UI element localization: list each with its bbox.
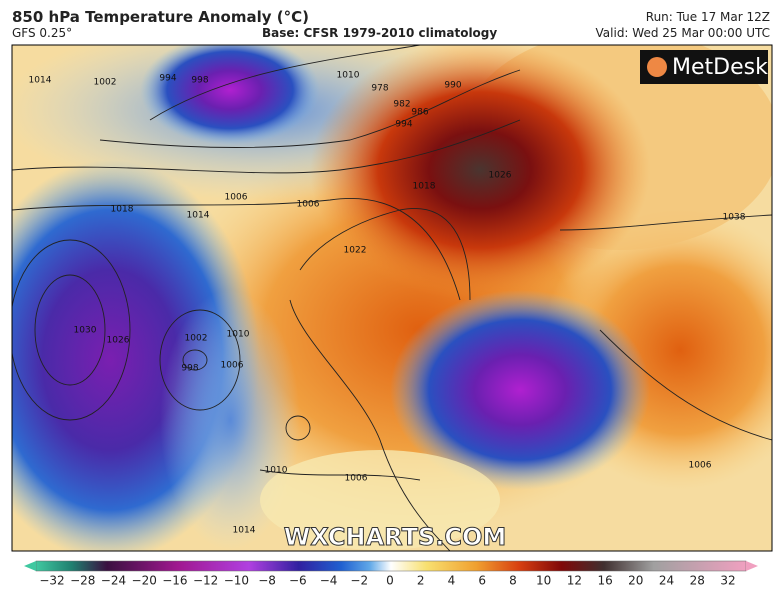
isobar-label: 982 (393, 100, 410, 110)
isobar-label: 1022 (344, 246, 367, 256)
isobar-label: 1002 (94, 78, 117, 88)
colorbar-tick-label: 2 (417, 574, 425, 588)
valid: Valid: Wed 25 Mar 00:00 UTC (595, 26, 770, 40)
isobar-label: 1014 (187, 211, 210, 221)
isobar-label: 1018 (413, 182, 436, 192)
isobar-label: 994 (159, 74, 176, 84)
colorbar-tick-label: 10 (536, 574, 551, 588)
isobar-label: 1006 (345, 474, 368, 484)
base: Base: CFSR 1979-2010 climatology (262, 26, 498, 40)
run: Run: Tue 17 Mar 12Z (645, 10, 770, 24)
isobar-label: 1006 (689, 461, 712, 471)
colorbar-tick-label: −28 (70, 574, 95, 588)
colorbar-tick-label: 12 (567, 574, 582, 588)
isobar-label: 1038 (723, 213, 746, 223)
colorbar-tick-label: −6 (289, 574, 307, 588)
colorbar (35, 560, 747, 572)
map-frame (11, 44, 773, 552)
logo: MetDesk (672, 55, 768, 80)
isobar-label: 1026 (107, 336, 130, 346)
colorbar-tick-label: 16 (597, 574, 612, 588)
model: GFS 0.25° (12, 26, 73, 40)
isobar-label: 994 (395, 120, 412, 130)
isobar-label: 1026 (489, 171, 512, 181)
colorbar-max-arrow (746, 561, 758, 571)
colorbar-tick-label: 32 (720, 574, 735, 588)
colorbar-tick-label: −12 (193, 574, 218, 588)
colorbar-tick-label: 6 (478, 574, 486, 588)
colorbar-tick-label: −10 (224, 574, 249, 588)
colorbar-tick-label: 4 (448, 574, 456, 588)
isobar-label: 1014 (29, 76, 52, 86)
isobar-label: 1010 (227, 330, 250, 340)
colorbar-tick-label: −4 (320, 574, 338, 588)
isobar-label: 1010 (337, 71, 360, 81)
colorbar-tick-label: −8 (258, 574, 276, 588)
colorbar-tick-label: 24 (659, 574, 674, 588)
colorbar-tick-label: 0 (386, 574, 394, 588)
colorbar-min-arrow (24, 561, 36, 571)
isobar-label: 998 (191, 76, 208, 86)
isobar-label: 1006 (297, 200, 320, 210)
isobar-label: 1006 (221, 361, 244, 371)
isobar-label: 1014 (233, 526, 256, 536)
logo-icon (647, 57, 667, 77)
isobar-label: 990 (444, 81, 461, 91)
isobar-label: 1018 (111, 205, 134, 215)
colorbar-tick-label: −20 (132, 574, 157, 588)
isobar-label: 1010 (265, 466, 288, 476)
colorbar-tick-label: −2 (350, 574, 368, 588)
colorbar-tick-label: 8 (509, 574, 517, 588)
isobar-label: 1006 (225, 193, 248, 203)
temperature-field (12, 45, 772, 551)
colorbar-tick-label: 20 (628, 574, 643, 588)
isobar-label: 978 (371, 84, 388, 94)
colorbar-tick-label: 28 (690, 574, 705, 588)
colorbar-tick-label: −24 (101, 574, 126, 588)
watermark: WXCHARTS.COM (284, 523, 506, 551)
isobar-label: 986 (411, 108, 428, 118)
isobar-label: 1002 (185, 334, 208, 344)
isobar-label: 1030 (74, 326, 97, 336)
title: 850 hPa Temperature Anomaly (°C) (12, 8, 309, 26)
colorbar-tick-label: −32 (39, 574, 64, 588)
isobars (12, 45, 772, 551)
colorbar-tick-label: −16 (162, 574, 187, 588)
isobar-label: 998 (181, 364, 198, 374)
